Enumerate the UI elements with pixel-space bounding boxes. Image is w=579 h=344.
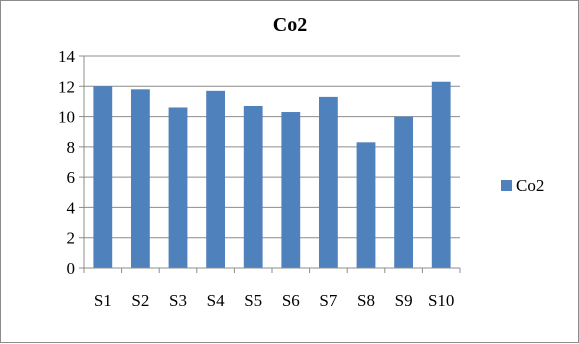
y-tick-label-12: 12 (58, 77, 75, 96)
y-tick-label-6: 6 (67, 168, 76, 187)
bar-s4 (206, 90, 225, 268)
bar-s8 (356, 142, 376, 268)
chart-title: Co2 (273, 14, 307, 36)
x-tick-label-s4: S4 (207, 291, 225, 310)
bar-s2 (131, 89, 150, 268)
legend-swatch-co2 (501, 180, 512, 191)
bar-s6 (281, 112, 301, 269)
legend: Co2 (501, 176, 544, 195)
x-tick-label-s1: S1 (94, 291, 112, 310)
y-tick-label-14: 14 (58, 47, 76, 66)
y-tick-label-0: 0 (67, 259, 76, 278)
x-tick-label-s2: S2 (131, 291, 149, 310)
axes (79, 55, 461, 273)
y-tick-label-8: 8 (67, 138, 76, 157)
bar-s5 (243, 105, 263, 268)
x-tick-label-s10: S10 (428, 291, 454, 310)
bars (93, 81, 451, 269)
x-tick-label-s6: S6 (282, 291, 300, 310)
legend-label-co2: Co2 (516, 176, 544, 195)
x-tick-label-s9: S9 (395, 291, 413, 310)
y-tick-label-10: 10 (58, 108, 75, 127)
x-tick-label-s3: S3 (169, 291, 187, 310)
x-tick-label-s7: S7 (319, 291, 337, 310)
x-tick-labels: S1 S2 S3 S4 S5 S6 S7 S8 S9 S10 (94, 291, 455, 310)
bar-s7 (319, 96, 338, 268)
bar-s9 (394, 116, 413, 268)
bar-s10 (431, 81, 451, 268)
x-tick-label-s5: S5 (244, 291, 262, 310)
bar-s1 (93, 86, 113, 269)
y-tick-label-4: 4 (67, 198, 76, 217)
y-tick-label-2: 2 (67, 229, 76, 248)
bar-s3 (168, 107, 188, 268)
x-tick-label-s8: S8 (357, 291, 375, 310)
y-tick-labels: 0 2 4 6 8 10 12 14 (58, 47, 76, 278)
